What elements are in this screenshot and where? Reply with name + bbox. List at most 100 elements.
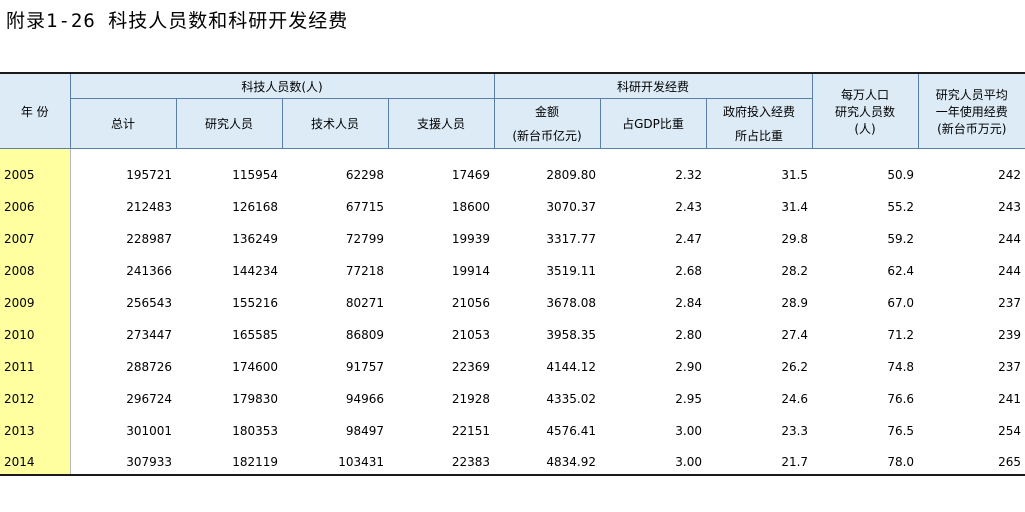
cell-amount: 2809.80 bbox=[546, 167, 596, 182]
avg-header-line2: 一年使用经费 bbox=[935, 104, 1008, 119]
cell-avg: 242 bbox=[998, 167, 1022, 182]
data-table: 年 份 科技人员数(人) 科研开发经费 每万人口 研究人员数 (人) 研究人员平… bbox=[0, 72, 1025, 476]
cell-amount: 3958.35 bbox=[546, 327, 596, 342]
cell-avg: 239 bbox=[998, 327, 1022, 342]
cell-technicians: 62298 bbox=[345, 167, 384, 182]
cell-gdp: 2.32 bbox=[675, 167, 702, 182]
cell-amount: 3070.37 bbox=[546, 199, 596, 214]
cell-per10k: 71.2 bbox=[887, 327, 915, 342]
cell-technicians: 103431 bbox=[282, 442, 388, 476]
table-row: 2014 307933 182119 103431 22383 4834.92 3.00 21… bbox=[0, 442, 1025, 476]
personnel-group-header: 科技人员数(人) bbox=[69, 72, 495, 99]
cell-total: 256543 bbox=[126, 295, 172, 310]
cell-gov: 23.3 bbox=[781, 423, 809, 438]
cell-per10k: 78.0 bbox=[812, 442, 919, 476]
technicians-header: 技术人员 bbox=[281, 98, 389, 149]
per10k-header-line2: 研究人员数 bbox=[835, 104, 896, 119]
cell-total: 241366 bbox=[126, 263, 172, 278]
cell-per10k: 50.9 bbox=[887, 167, 915, 182]
avg-expense-header: 研究人员平均 一年使用经费 (新台币万元) bbox=[917, 72, 1025, 149]
cell-support: 21053 bbox=[451, 327, 490, 342]
cell-support: 18600 bbox=[451, 199, 490, 214]
cell-gov: 26.2 bbox=[781, 359, 809, 374]
total-header: 总计 bbox=[69, 98, 177, 149]
cell-total: 301001 bbox=[126, 423, 172, 438]
cell-researchers: 126168 bbox=[232, 199, 278, 214]
cell-technicians: 80271 bbox=[345, 295, 384, 310]
cell-gov: 28.2 bbox=[781, 263, 809, 278]
page-title: 附录1-26 科技人员数和科研开发经费 bbox=[6, 10, 349, 32]
cell-gov: 21.7 bbox=[706, 442, 813, 476]
year-header: 年 份 bbox=[0, 72, 71, 149]
cell-researchers: 165585 bbox=[232, 327, 278, 342]
cell-gov: 24.6 bbox=[781, 391, 809, 406]
cell-researchers: 136249 bbox=[232, 231, 278, 246]
cell-support: 21928 bbox=[451, 391, 490, 406]
cell-avg: 237 bbox=[998, 359, 1022, 374]
cell-total: 273447 bbox=[126, 327, 172, 342]
amount-header: 金额 (新台币亿元) bbox=[493, 98, 601, 149]
cell-amount: 4576.41 bbox=[546, 423, 596, 438]
cell-amount: 3519.11 bbox=[546, 263, 596, 278]
table-row: 2007 228987 136249 72799 19939 3317.77 2.47 29.… bbox=[0, 218, 1025, 251]
table-row: 2012 296724 179830 94966 21928 4335.02 2.95 24.… bbox=[0, 378, 1025, 411]
cell-year: 2007 bbox=[0, 218, 71, 251]
cell-gdp: 2.84 bbox=[675, 295, 702, 310]
table-row: 2008 241366 144234 77218 19914 3519.11 2.68 28.… bbox=[0, 250, 1025, 283]
cell-support: 22369 bbox=[451, 359, 490, 374]
cell-per10k: 62.4 bbox=[887, 263, 915, 278]
cell-per10k: 67.0 bbox=[887, 295, 915, 310]
table-row: 2013 301001 180353 98497 22151 4576.41 3.00 23.… bbox=[0, 410, 1025, 443]
table-row: 2006 212483 126168 67715 18600 3070.37 2.43 31.… bbox=[0, 186, 1025, 219]
cell-year: 2013 bbox=[0, 410, 71, 443]
table-row: 2005 195721 115954 62298 17469 2809.80 2.32 31.… bbox=[0, 148, 1025, 187]
cell-gdp: 2.95 bbox=[675, 391, 702, 406]
cell-per10k: 76.6 bbox=[887, 391, 915, 406]
rd-group-header: 科研开发经费 bbox=[493, 72, 813, 99]
cell-technicians: 91757 bbox=[345, 359, 384, 374]
cell-gov: 28.9 bbox=[781, 295, 809, 310]
cell-gdp: 2.47 bbox=[675, 231, 702, 246]
cell-per10k: 76.5 bbox=[887, 423, 915, 438]
cell-researchers: 115954 bbox=[232, 167, 278, 182]
cell-gov: 31.4 bbox=[781, 199, 809, 214]
cell-support: 19939 bbox=[451, 231, 490, 246]
cell-avg: 254 bbox=[998, 423, 1022, 438]
cell-amount: 3317.77 bbox=[546, 231, 596, 246]
avg-header-line1: 研究人员平均 bbox=[935, 87, 1008, 102]
cell-support: 17469 bbox=[451, 167, 490, 182]
cell-technicians: 86809 bbox=[345, 327, 384, 342]
cell-amount: 4335.02 bbox=[546, 391, 596, 406]
cell-avg: 265 bbox=[918, 442, 1025, 476]
cell-researchers: 174600 bbox=[232, 359, 278, 374]
cell-year: 2012 bbox=[0, 378, 71, 411]
cell-amount: 4144.12 bbox=[546, 359, 596, 374]
cell-year: 2006 bbox=[0, 186, 71, 219]
cell-total: 212483 bbox=[126, 199, 172, 214]
cell-per10k: 55.2 bbox=[887, 199, 915, 214]
cell-support: 21056 bbox=[451, 295, 490, 310]
cell-avg: 237 bbox=[998, 295, 1022, 310]
cell-avg: 241 bbox=[998, 391, 1022, 406]
amount-header-line2: (新台币亿元) bbox=[512, 128, 582, 143]
amount-header-line1: 金额 bbox=[534, 104, 559, 119]
cell-avg: 244 bbox=[998, 263, 1022, 278]
cell-year: 2010 bbox=[0, 314, 71, 347]
cell-avg: 244 bbox=[998, 231, 1022, 246]
cell-technicians: 72799 bbox=[345, 231, 384, 246]
cell-year: 2009 bbox=[0, 282, 71, 315]
per10k-header-line3: (人) bbox=[854, 121, 876, 136]
cell-total: 195721 bbox=[126, 167, 172, 182]
cell-gov: 31.5 bbox=[781, 167, 809, 182]
cell-year: 2005 bbox=[0, 148, 71, 187]
gov-header-line1: 政府投入经费 bbox=[723, 104, 796, 119]
avg-header-line3: (新台币万元) bbox=[937, 121, 1007, 136]
cell-support: 22151 bbox=[451, 423, 490, 438]
cell-avg: 243 bbox=[998, 199, 1022, 214]
table-row: 2010 273447 165585 86809 21053 3958.35 2.80 27.… bbox=[0, 314, 1025, 347]
cell-researchers: 180353 bbox=[232, 423, 278, 438]
gov-ratio-header: 政府投入经费 所占比重 bbox=[705, 98, 813, 149]
table-row: 2009 256543 155216 80271 21056 3678.08 2.84 28.… bbox=[0, 282, 1025, 315]
cell-amount: 3678.08 bbox=[546, 295, 596, 310]
cell-researchers: 144234 bbox=[232, 263, 278, 278]
